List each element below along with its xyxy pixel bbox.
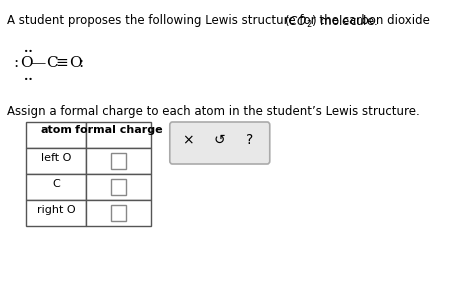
Bar [111,153,126,169]
Bar [26,148,86,174]
Bar [86,148,151,174]
Text: Assign a formal charge to each atom in the student’s Lewis structure.: Assign a formal charge to each atom in t… [7,105,419,118]
Bar [86,122,151,148]
Bar [86,200,151,226]
Text: —: — [30,56,46,70]
Text: ×: × [182,133,194,147]
Bar [111,179,126,195]
Text: right O: right O [36,205,75,215]
Bar [26,174,86,200]
Text: ?: ? [246,133,254,147]
Text: O: O [20,56,32,70]
Text: $(CO_2)$ molecule.: $(CO_2)$ molecule. [284,14,378,30]
Text: atom: atom [40,125,72,135]
Text: :: : [78,56,84,70]
Text: C: C [46,56,57,70]
Text: formal charge: formal charge [75,125,162,135]
Bar [86,174,151,200]
FancyBboxPatch shape [170,122,270,164]
Text: ..: .. [24,42,33,55]
Text: :: : [13,56,18,70]
Bar [26,200,86,226]
Text: ↺: ↺ [214,133,226,147]
Text: C: C [52,179,60,189]
Bar [111,205,126,221]
Text: ..: .. [24,70,33,83]
Text: O: O [69,56,82,70]
Text: left O: left O [41,153,71,163]
Text: A student proposes the following Lewis structure for the carbon dioxide: A student proposes the following Lewis s… [7,14,434,27]
Bar [26,122,86,148]
Text: ≡: ≡ [55,56,68,70]
